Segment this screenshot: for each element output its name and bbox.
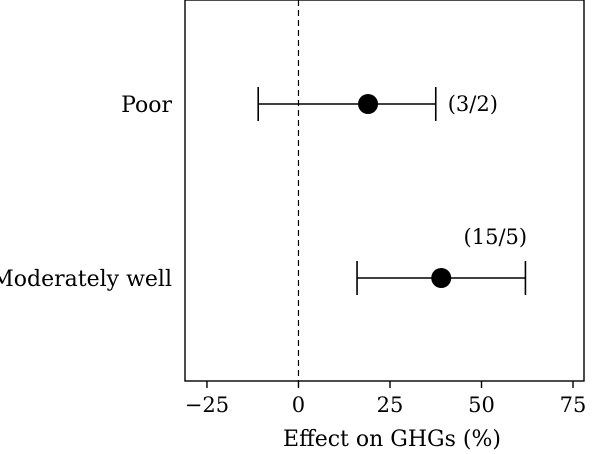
x-axis-title: Effect on GHGs (%) (283, 427, 501, 452)
estimate-point-moderately-well (431, 268, 452, 288)
x-tick-label: 75 (560, 393, 587, 417)
x-tick-label: −25 (185, 393, 229, 417)
x-tick-label: 50 (468, 393, 495, 417)
row-moderately-well: (15/5) (356, 225, 528, 295)
sample-count-moderately-well: (15/5) (464, 225, 528, 249)
category-label-poor: Poor (121, 93, 172, 118)
x-tick-label: 0 (292, 393, 305, 417)
plot-frame (184, 0, 585, 382)
category-label-moderately-well: Moderately well (0, 267, 172, 292)
category-labels: Poor Moderately well (0, 93, 172, 292)
x-axis-ticks: −25 0 25 50 75 (185, 381, 587, 417)
row-poor: (3/2) (257, 87, 498, 121)
x-tick-label: 25 (377, 393, 404, 417)
estimate-point-poor (358, 94, 379, 114)
sample-count-poor: (3/2) (448, 92, 498, 116)
